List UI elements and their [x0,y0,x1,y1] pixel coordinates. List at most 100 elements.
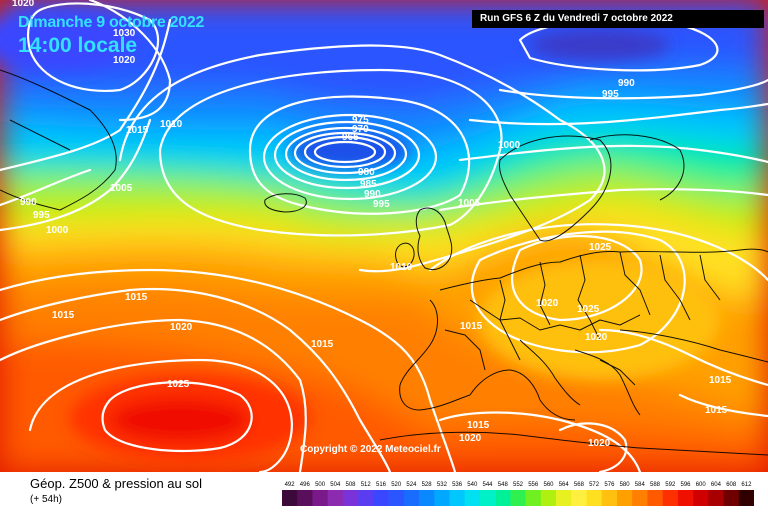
scale-tick-label: 592 [665,482,676,488]
scale-tick-label: 544 [482,482,493,488]
isobar-label: 1025 [167,379,190,390]
scale-swatch [419,490,435,506]
isobar-label: 1000 [498,140,521,151]
isobar-label: 1010 [390,262,413,273]
scale-tick-label: 516 [376,482,387,488]
isobar-label: 995 [373,199,390,210]
isobar-label: 1015 [52,310,75,321]
isobar-label: 990 [618,78,635,89]
scale-tick-label: 564 [559,482,570,488]
isobar-label: 1015 [460,321,483,332]
scale-swatch [342,490,359,506]
scale-swatch [662,490,679,506]
scale-tick-label: 540 [467,482,478,488]
scale-swatch [601,490,618,506]
scale-tick-label: 572 [589,482,600,488]
model-run-label: Run GFS 6 Z du Vendredi 7 octobre 2022 [472,10,764,28]
isobar-label: 1015 [467,420,490,431]
isobar-label: 980 [358,167,375,178]
scale-tick-label: 512 [361,482,372,488]
isobar-label: 1005 [458,198,481,209]
isobar-label: 1020 [585,332,608,343]
scale-swatch [723,490,739,506]
scale-tick-label: 596 [680,482,691,488]
scale-tick-label: 520 [391,482,402,488]
scale-swatch [358,490,374,506]
scale-swatch [495,490,511,506]
scale-swatch [479,490,496,506]
scale-tick-label: 524 [406,482,417,488]
scale-swatch [464,490,481,506]
isobar-label: 1015 [126,125,149,136]
scale-tick-label: 508 [345,482,356,488]
geopotential-field: 1020103010201015101010059909951000975970… [0,0,768,472]
isobar-label: 1015 [705,405,728,416]
scale-tick-label: 600 [696,482,707,488]
scale-tick-label: 612 [741,482,752,488]
scale-swatch [373,490,389,506]
isobar-label: 1025 [589,242,612,253]
scale-swatch [449,490,465,506]
scale-tick-label: 580 [620,482,631,488]
scale-tick-label: 584 [635,482,646,488]
scale-tick-label: 492 [285,482,296,488]
scale-swatch [738,490,754,506]
isobar-label: 1015 [709,375,732,386]
scale-tick-label: 560 [543,482,554,488]
scale-tick-label: 568 [574,482,585,488]
isobar-label: 990 [20,197,37,208]
isobar-label: 1020 [12,0,35,9]
scale-swatch [708,490,724,506]
scale-tick-label: 532 [437,482,448,488]
isobar-label: 1015 [311,339,334,350]
scale-swatch [540,490,557,506]
scale-swatch [571,490,587,506]
scale-tick-label: 548 [498,482,509,488]
isobar-label: 965 [342,132,359,143]
scale-swatch [693,490,709,506]
legend-subtitle: (+ 54h) [30,494,62,505]
scale-tick-label: 556 [528,482,539,488]
isobar-label: 990 [364,189,381,200]
scale-tick-label: 552 [513,482,524,488]
isobar-label: 1020 [113,55,136,66]
scale-swatch [647,490,663,506]
isobar-label: 1020 [459,433,482,444]
scale-swatch [510,490,526,506]
scale-swatch [556,490,572,506]
isobar-label: 970 [352,124,369,135]
scale-swatch [297,490,313,506]
scale-swatch [282,490,298,506]
scale-tick-label: 608 [726,482,737,488]
scale-swatch [434,490,450,506]
isobar-label: 1000 [46,225,69,236]
isobar-label: 1020 [170,322,193,333]
isobar-label: 1010 [160,119,183,130]
copyright-notice: Copyright © 2022 Meteociel.fr [300,444,441,455]
isobar-label: 995 [33,210,50,221]
scale-swatch [312,490,328,506]
scale-tick-label: 500 [315,482,326,488]
scale-tick-label: 588 [650,482,661,488]
scale-tick-label: 536 [452,482,463,488]
isobar-label: 1030 [113,28,136,39]
scale-swatch [327,490,344,506]
isobar-label: 1020 [536,298,559,309]
scale-swatch [617,490,633,506]
scale-swatch [632,490,648,506]
scale-tick-label: 496 [300,482,311,488]
scale-swatch [586,490,602,506]
isobar-label: 1005 [110,183,133,194]
isobar-label: 975 [352,115,369,126]
scale-swatch [677,490,694,506]
legend-title: Géop. Z500 & pression au sol [30,476,202,491]
forecast-time: 14:00 locale [18,34,138,57]
scale-swatch [388,490,405,506]
scale-tick-label: 576 [604,482,615,488]
scale-tick-label: 528 [422,482,433,488]
forecast-date: Dimanche 9 octobre 2022 [18,14,205,31]
color-scale: 492 496 500 504 508 512 516 520 524 528 532 536 540 5… [282,482,754,506]
isobar-label: 1020 [588,438,611,449]
scale-tick-label: 504 [330,482,341,488]
